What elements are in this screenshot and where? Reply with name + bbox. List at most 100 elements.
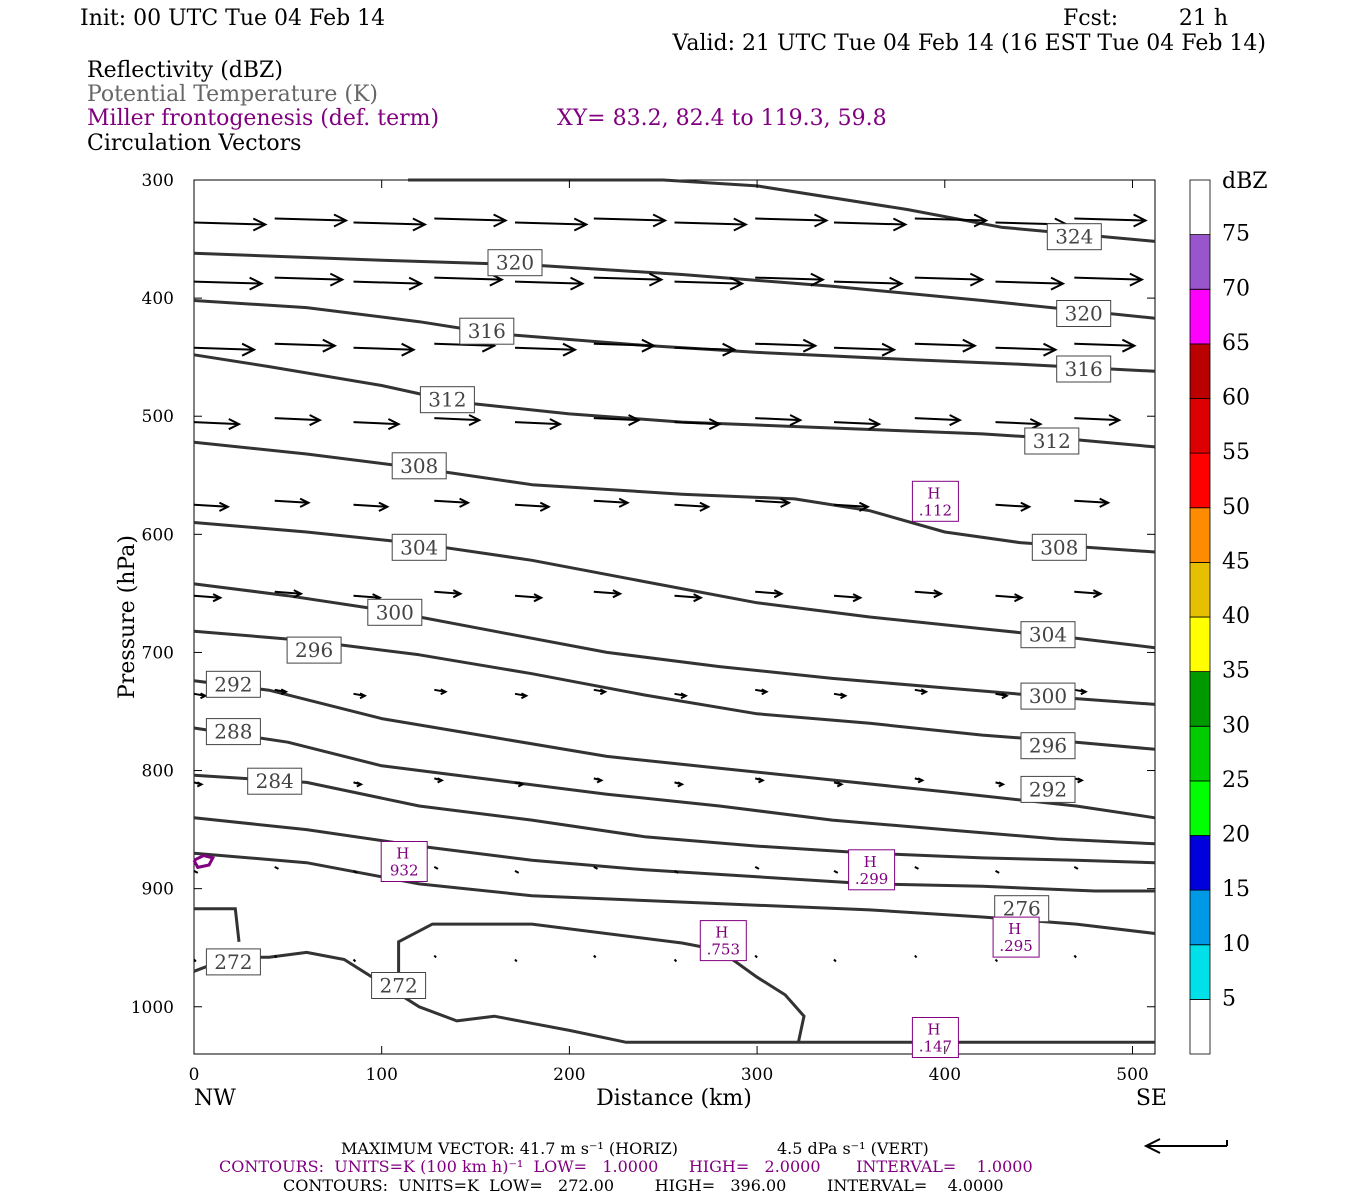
colorbar-swatch — [1189, 452, 1211, 509]
circulation-vector — [514, 418, 563, 431]
colorbar-label: 65 — [1222, 331, 1250, 356]
theta-contour-label-text: 324 — [1055, 225, 1093, 249]
theta-contour-label: 296 — [286, 636, 342, 664]
theta-contour-288 — [193, 726, 1156, 846]
theta-contour-label: 320 — [487, 249, 543, 277]
circulation-vector — [674, 418, 722, 431]
circulation-vector — [593, 688, 608, 696]
circulation-vector — [995, 276, 1066, 291]
field-frontogenesis: Miller frontogenesis (def. term) — [87, 106, 439, 131]
colorbar-label: 5 — [1222, 986, 1236, 1011]
circulation-vector — [674, 276, 745, 291]
theta-contour-label: 272 — [205, 948, 261, 976]
circulation-vector — [593, 338, 657, 353]
theta-contour-label: 324 — [1046, 223, 1102, 251]
circulation-vector — [434, 589, 463, 599]
circulation-vector — [833, 781, 844, 788]
circulation-vector — [433, 954, 437, 959]
circulation-vector — [353, 692, 368, 700]
contours-frontogenesis-info: CONTOURS: UNITS=K (100 km h)⁻¹ LOW= 1.00… — [219, 1157, 1033, 1176]
circulation-vector — [833, 217, 908, 232]
circulation-vector — [1074, 272, 1145, 287]
frontogenesis-max-marker: H — [864, 853, 877, 871]
x-tick-label: 100 — [365, 1065, 397, 1085]
colorbar-label: 30 — [1222, 713, 1250, 738]
circulation-vector — [353, 418, 401, 431]
circulation-vector — [1074, 589, 1103, 599]
theta-contour-label-text: 320 — [496, 251, 534, 275]
circulation-vector — [433, 866, 439, 870]
circulation-vector — [353, 217, 428, 232]
frontogenesis-max-marker: H — [927, 484, 940, 502]
contours-theta-info: CONTOURS: UNITS=K LOW= 272.00 HIGH= 396.… — [283, 1176, 1004, 1195]
circulation-vector — [193, 418, 242, 431]
colorbar-swatch — [1189, 889, 1211, 946]
theta-contour-300 — [193, 582, 1156, 706]
colorbar-swatch — [1189, 562, 1211, 618]
circulation-vector — [593, 954, 597, 959]
circulation-vector — [353, 870, 358, 874]
theta-contour-label-text: 308 — [1040, 535, 1078, 559]
frontogenesis-max: H.147 — [911, 1017, 959, 1058]
circulation-vector — [514, 958, 518, 963]
colorbar-label: 35 — [1222, 659, 1250, 684]
colorbar-label: 75 — [1222, 222, 1250, 247]
theta-contour-label-text: 308 — [400, 454, 438, 478]
circulation-vector — [833, 958, 837, 963]
circulation-vector — [274, 338, 338, 353]
colorbar-label: 40 — [1222, 604, 1250, 629]
circulation-vector — [755, 338, 818, 353]
circulation-vector — [514, 593, 544, 603]
theta-contour-label-text: 320 — [1065, 302, 1103, 326]
circulation-vector — [193, 276, 264, 291]
theta-contour-324 — [408, 178, 1156, 243]
colorbar-label: 45 — [1222, 549, 1250, 574]
theta-contour-label-text: 284 — [256, 769, 294, 793]
theta-contour-label: 308 — [1031, 533, 1087, 561]
circulation-vector — [674, 217, 749, 232]
colorbar-swatch — [1189, 999, 1211, 1055]
circulation-vector — [352, 958, 357, 963]
theta-contour-label: 284 — [247, 767, 303, 795]
circulation-vector — [995, 342, 1058, 357]
circulation-vector — [514, 342, 578, 357]
circulation-vector — [995, 501, 1032, 512]
circulation-vector — [833, 593, 863, 603]
circulation-vector — [1073, 866, 1079, 870]
x-tick-label: 0 — [189, 1065, 200, 1085]
theta-contour-320 — [193, 251, 1156, 320]
theta-contour-label: 320 — [1056, 300, 1112, 327]
colorbar-label: 70 — [1222, 276, 1250, 301]
circulation-vector — [755, 414, 803, 427]
circulation-vector — [273, 954, 278, 959]
theta-contour-label: 296 — [1020, 732, 1076, 760]
y-tick-label: 800 — [142, 762, 174, 782]
frontogenesis-contours — [192, 854, 216, 870]
frontogenesis-max-value: .295 — [999, 937, 1032, 955]
circulation-vector — [995, 692, 1009, 700]
circulation-vector — [274, 213, 349, 228]
colorbar-swatch — [1189, 944, 1211, 1000]
plot-area: 324 320 320 316 316 312 312 308 308 304 304 300 300 2… — [192, 178, 1156, 1058]
circulation-vector — [193, 501, 231, 512]
colorbar-swatch — [1189, 671, 1211, 727]
circulation-vector — [833, 276, 904, 291]
circulation-vector — [514, 217, 589, 232]
theta-contour-284 — [193, 773, 1156, 865]
circulation-vector — [353, 342, 416, 357]
circulation-vector — [995, 781, 1006, 788]
circulation-vector — [755, 589, 784, 599]
circulation-vector — [593, 777, 604, 784]
frontogenesis-max-marker: H — [396, 845, 409, 863]
circulation-vector — [434, 777, 445, 784]
circulation-vector — [274, 688, 289, 696]
colorbar-label: 55 — [1222, 440, 1250, 465]
colorbar-swatch — [1189, 725, 1211, 782]
circulation-vector — [514, 501, 551, 512]
theta-contour-label-text: 316 — [468, 319, 506, 343]
circulation-vector — [193, 870, 199, 874]
field-theta: Potential Temperature (K) — [87, 82, 378, 107]
circulation-vector — [434, 497, 471, 508]
circulation-vector — [914, 954, 918, 959]
